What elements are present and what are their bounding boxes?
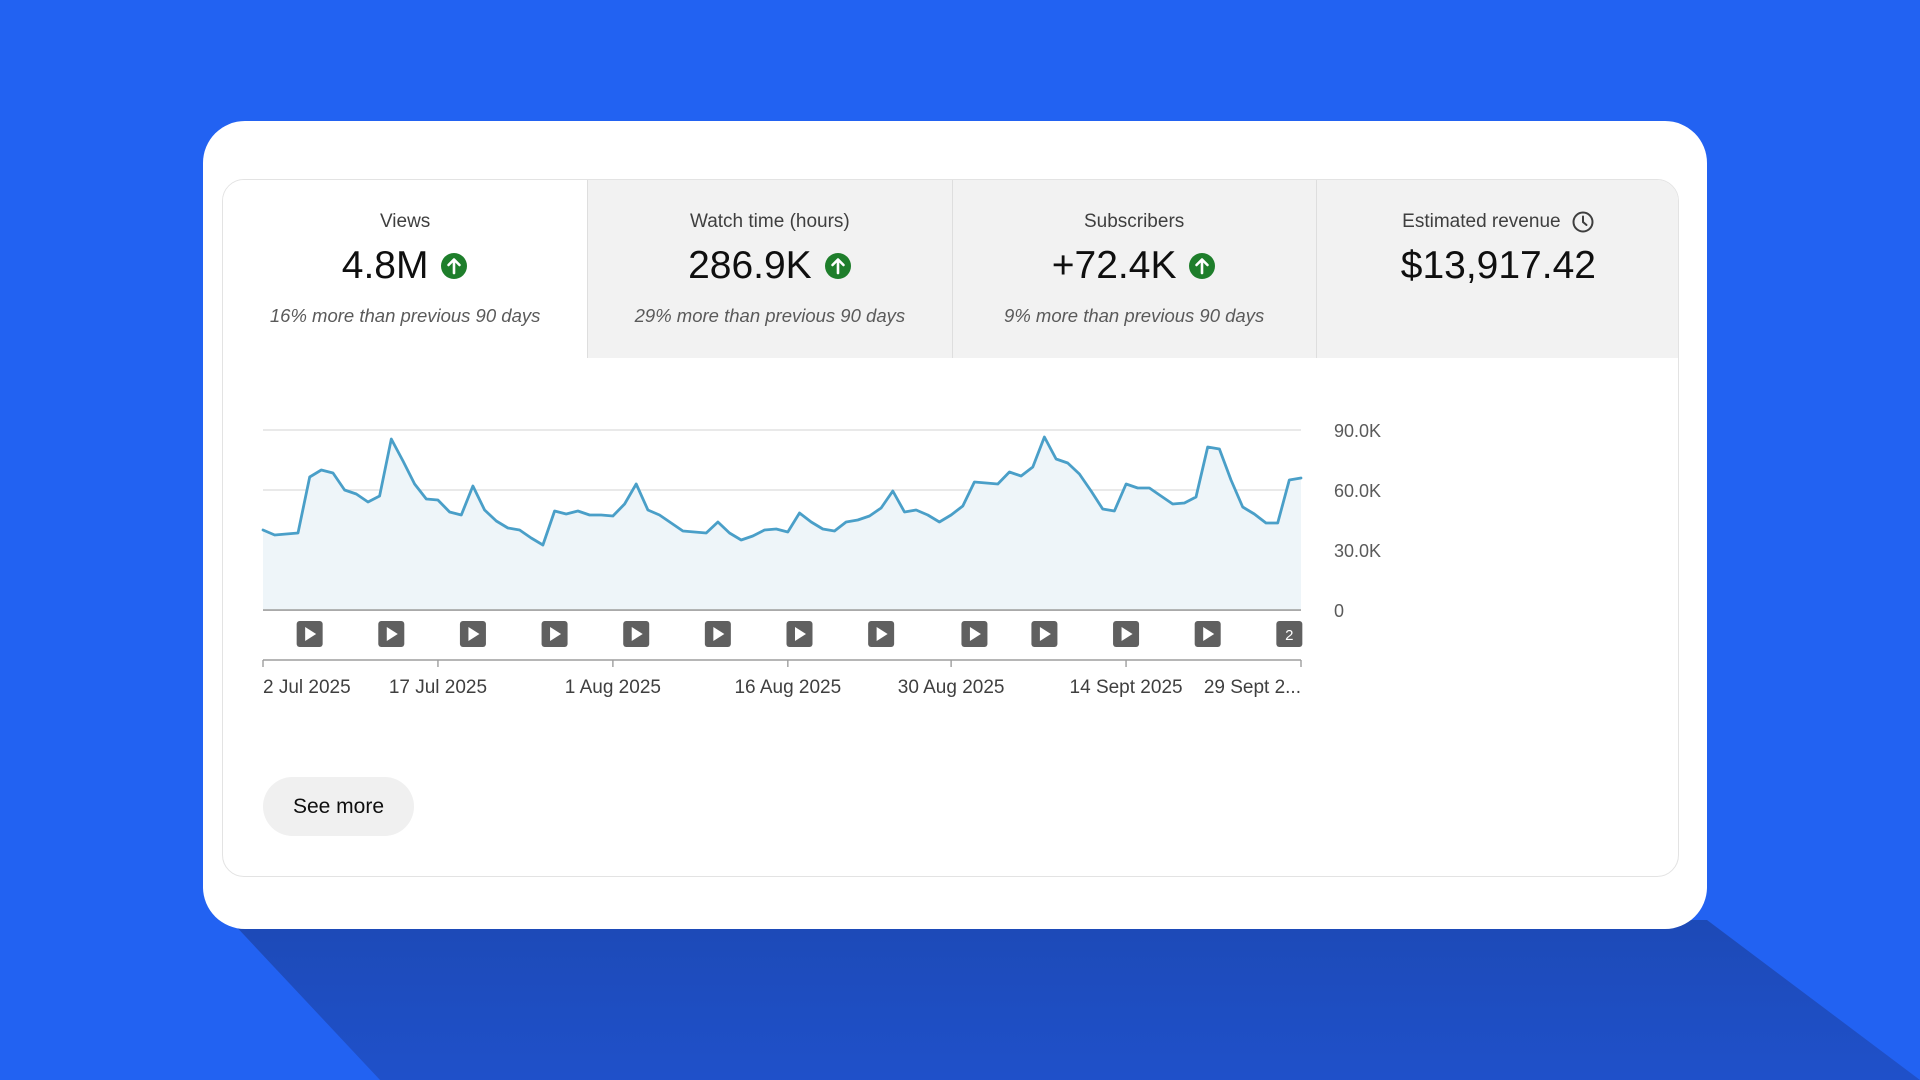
play-icon xyxy=(794,627,806,641)
metric-tab-watch-time[interactable]: Watch time (hours) 286.9K 29% more than … xyxy=(587,180,952,358)
play-icon xyxy=(876,627,888,641)
play-icon xyxy=(713,627,725,641)
metric-comparison: 9% more than previous 90 days xyxy=(1004,305,1265,326)
metric-label: Watch time (hours) xyxy=(689,211,850,232)
y-tick-label: 30.0K xyxy=(1334,541,1381,561)
x-tick-label: 2 Jul 2025 xyxy=(263,677,351,698)
metric-comparison: 29% more than previous 90 days xyxy=(634,305,906,326)
play-icon xyxy=(631,627,643,641)
play-icon xyxy=(1039,627,1051,641)
metric-value: $13,917.42 xyxy=(1400,244,1596,287)
arrow-up-icon xyxy=(441,253,468,279)
y-tick-label: 60.0K xyxy=(1334,481,1381,501)
play-icon xyxy=(1121,627,1133,641)
video-marker xyxy=(1276,621,1303,647)
clock-icon xyxy=(1572,211,1594,233)
y-tick-label: 0 xyxy=(1334,601,1344,621)
metric-label: Subscribers xyxy=(1083,211,1185,232)
metric-value: 4.8M xyxy=(341,244,429,287)
metric-comparison: 16% more than previous 90 days xyxy=(269,305,541,326)
views-line-chart: 90.0K 60.0K 30.0K 0 2 2 Jul 2025 17 Jul 2025 1 … xyxy=(261,421,1381,698)
play-icon xyxy=(1203,627,1215,641)
play-icon xyxy=(468,627,480,641)
x-tick-label: 29 Sept 2... xyxy=(1204,677,1301,698)
metrics-tabs: Views 4.8M 16% more than previous 90 day… xyxy=(223,180,1678,358)
play-icon xyxy=(550,627,562,641)
analytics-card: Views 4.8M 16% more than previous 90 day… xyxy=(203,121,1707,929)
metric-value: 286.9K xyxy=(688,244,812,287)
x-tick-label: 17 Jul 2025 xyxy=(389,677,487,698)
see-more-button[interactable]: See more xyxy=(263,777,414,836)
metric-value: +72.4K xyxy=(1051,244,1177,287)
x-tick-label: 1 Aug 2025 xyxy=(565,677,661,698)
views-line xyxy=(261,435,1303,547)
video-marker-count: 2 xyxy=(1285,627,1293,644)
play-icon xyxy=(305,627,317,641)
analytics-panel: Views 4.8M 16% more than previous 90 day… xyxy=(222,179,1679,877)
x-tick-label: 30 Aug 2025 xyxy=(898,677,1005,698)
x-tick-label: 16 Aug 2025 xyxy=(734,677,841,698)
play-icon xyxy=(386,627,398,641)
arrow-up-icon xyxy=(824,253,851,279)
metric-label: Views xyxy=(379,211,431,232)
views-area xyxy=(263,437,1301,610)
metric-tab-views[interactable]: Views 4.8M 16% more than previous 90 day… xyxy=(223,180,588,358)
arrow-up-icon xyxy=(1189,253,1216,279)
metric-tab-estimated-revenue[interactable]: Estimated revenue $13,917.42 xyxy=(1315,180,1678,358)
x-tick-label: 14 Sept 2025 xyxy=(1070,677,1183,698)
play-icon xyxy=(969,627,981,641)
metric-label: Estimated revenue xyxy=(1317,210,1678,234)
metric-tab-subscribers[interactable]: Subscribers +72.4K 9% more than previous… xyxy=(951,180,1316,358)
views-chart: 90.0K 60.0K 30.0K 0 2 2 Jul 2025 17 Jul 2025 1 … xyxy=(223,358,1678,778)
y-tick-label: 90.0K xyxy=(1334,421,1381,441)
